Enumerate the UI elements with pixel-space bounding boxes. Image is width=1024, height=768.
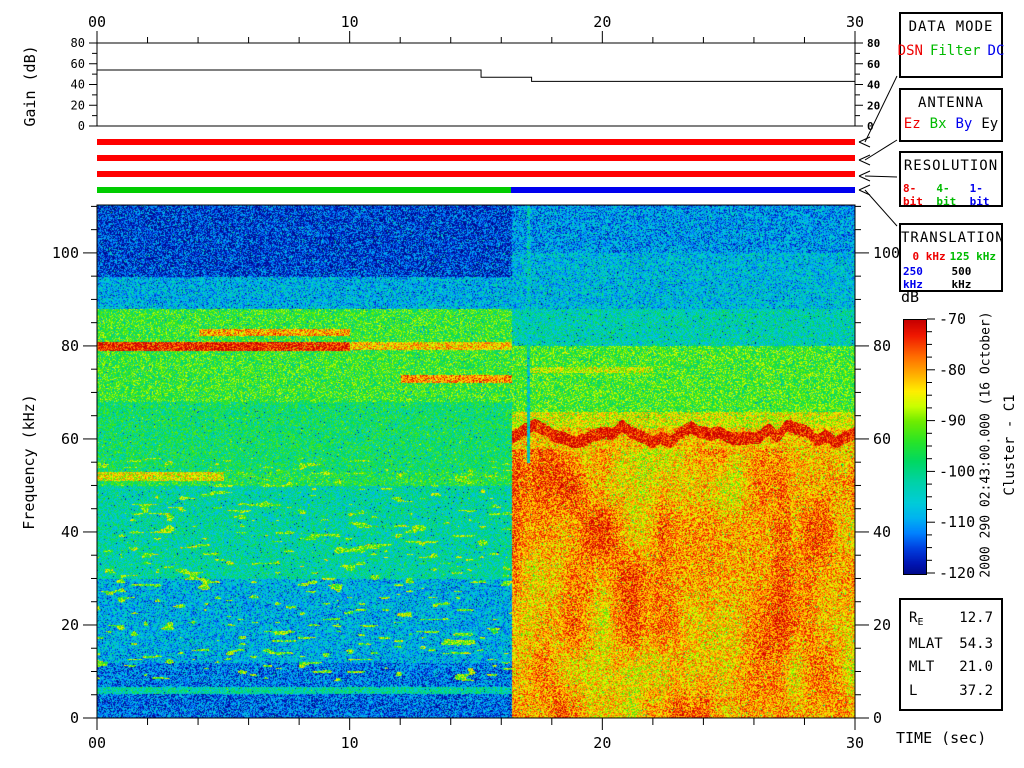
ephemeris-panel: RE 12.7 MLAT 54.3 MLT 21.0 L 37.2 — [899, 598, 1003, 711]
panel-arrow-head — [858, 170, 871, 182]
colorbar-tick-label: -100 — [939, 462, 975, 480]
resolution-option-1bit: 1-bit — [969, 182, 990, 208]
data-mode-bar-segment — [97, 139, 855, 145]
data-mode-option-dsn: DSN — [897, 43, 923, 59]
ephemeris-row-re: RE 12.7 — [909, 610, 993, 628]
ephemeris-label-mlat: MLAT — [909, 635, 943, 652]
antenna-option-ez: Ez — [903, 116, 921, 132]
gain-right-tick-label: 20 — [867, 99, 880, 112]
gain-curve — [97, 69, 855, 82]
colorbar-tick-label: -110 — [939, 513, 975, 531]
ephemeris-label-l: L — [909, 683, 918, 700]
resolution-bar-segment — [97, 171, 855, 177]
data-mode-option-dc: DC — [987, 43, 1005, 59]
resolution-title: RESOLUTION — [903, 158, 999, 174]
freq-left-tick-label: 60 — [61, 430, 79, 448]
ephemeris-value-re: 12.7 — [959, 609, 993, 626]
panel-arrow-head — [858, 136, 871, 148]
gain-right-tick-label: 0 — [867, 120, 874, 133]
colorbar-gradient — [903, 319, 927, 575]
gain-left-tick-label: 40 — [71, 78, 85, 92]
colorbar-label: dB — [901, 288, 920, 306]
gain-left-tick-label: 20 — [71, 98, 85, 112]
spectrogram-image — [97, 205, 855, 718]
ephemeris-value-l: 37.2 — [959, 683, 993, 700]
freq-right-tick-label: 40 — [873, 523, 891, 541]
ephemeris-row-mlat: MLAT 54.3 — [909, 636, 993, 652]
time-tick-label: 30 — [846, 734, 864, 752]
translation-bar-segment — [97, 187, 512, 193]
colorbar-tick-label: -90 — [939, 412, 966, 430]
freq-left-tick-label: 100 — [52, 244, 79, 262]
translation-option-250khz: 250 kHz — [903, 265, 923, 291]
freq-right-tick-label: 60 — [873, 430, 891, 448]
freq-right-tick-label: 100 — [873, 244, 900, 262]
data-mode-panel: DATA MODE DSN Filter DC — [897, 12, 1005, 78]
translation-bar-segment — [511, 187, 855, 193]
gain-left-tick-label: 80 — [71, 36, 85, 50]
translation-panel: TRANSLATION 0 kHz 125 kHz 250 kHz 500 kH… — [899, 223, 1005, 292]
panel-arrow-line — [864, 139, 898, 161]
colorbar-tick-label: -80 — [939, 361, 966, 379]
antenna-option-bx: Bx — [929, 116, 947, 132]
antenna-option-ey: Ey — [981, 116, 999, 132]
resolution-option-8bit: 8-bit — [903, 182, 923, 208]
freq-left-tick-label: 80 — [61, 337, 79, 355]
gain-plot-frame — [96, 42, 856, 127]
colorbar-tick-label: -120 — [939, 564, 975, 582]
ephemeris-value-mlat: 54.3 — [959, 635, 993, 652]
gain-top-tick-label: 00 — [88, 13, 106, 31]
translation-option-125khz: 125 kHz — [949, 250, 996, 263]
freq-left-tick-label: 0 — [70, 709, 79, 727]
data-mode-title: DATA MODE — [908, 19, 994, 35]
freq-right-tick-label: 0 — [873, 709, 882, 727]
translation-title: TRANSLATION — [901, 230, 1005, 246]
freq-left-tick-label: 40 — [61, 523, 79, 541]
panel-arrow-head — [858, 184, 871, 196]
spacecraft-annotation: Cluster - C1 — [1002, 394, 1018, 496]
ephemeris-label-mlt: MLT — [909, 659, 935, 676]
time-axis-label: TIME (sec) — [896, 729, 987, 747]
time-tick-label: 20 — [593, 734, 611, 752]
ephemeris-value-mlt: 21.0 — [959, 659, 993, 676]
time-tick-label: 00 — [88, 734, 106, 752]
datetime-annotation: 2000 290 02:43:00.000 (16 October) — [978, 311, 994, 578]
gain-right-tick-label: 60 — [867, 58, 880, 71]
gain-left-tick-label: 60 — [71, 57, 85, 71]
freq-left-tick-label: 20 — [61, 616, 79, 634]
ephemeris-label-re: RE — [909, 609, 924, 628]
antenna-panel: ANTENNA Ez Bx By Ey — [899, 88, 1003, 142]
resolution-option-4bit: 4-bit — [936, 182, 957, 208]
ephemeris-row-mlt: MLT 21.0 — [909, 659, 993, 675]
gain-top-tick-label: 10 — [341, 13, 359, 31]
gain-left-tick-label: 0 — [78, 119, 85, 133]
ephemeris-row-l: L 37.2 — [909, 683, 993, 699]
freq-right-tick-label: 80 — [873, 337, 891, 355]
gain-top-tick-label: 20 — [593, 13, 611, 31]
gain-top-tick-label: 30 — [846, 13, 864, 31]
resolution-panel: RESOLUTION 8-bit 4-bit 1-bit — [899, 151, 1003, 208]
data-mode-option-filter: Filter — [929, 43, 981, 59]
antenna-bar-segment — [97, 155, 855, 161]
panel-arrow-line — [864, 189, 898, 227]
frequency-axis-label: Frequency (kHz) — [20, 394, 38, 530]
time-tick-label: 10 — [341, 734, 359, 752]
spectrogram-frame — [96, 204, 856, 719]
panel-arrow-head — [858, 154, 871, 166]
gain-right-tick-label: 80 — [867, 37, 880, 50]
freq-right-tick-label: 20 — [873, 616, 891, 634]
translation-option-500khz: 500 kHz — [951, 265, 972, 291]
antenna-title: ANTENNA — [917, 95, 984, 111]
antenna-option-by: By — [955, 116, 973, 132]
panel-arrow-line — [864, 75, 898, 143]
gain-axis-label: Gain (dB) — [21, 45, 39, 127]
panel-arrow-line — [864, 175, 898, 178]
gain-right-tick-label: 40 — [867, 79, 880, 92]
translation-option-0khz: 0 kHz — [912, 250, 946, 263]
colorbar-tick-label: -70 — [939, 310, 966, 328]
